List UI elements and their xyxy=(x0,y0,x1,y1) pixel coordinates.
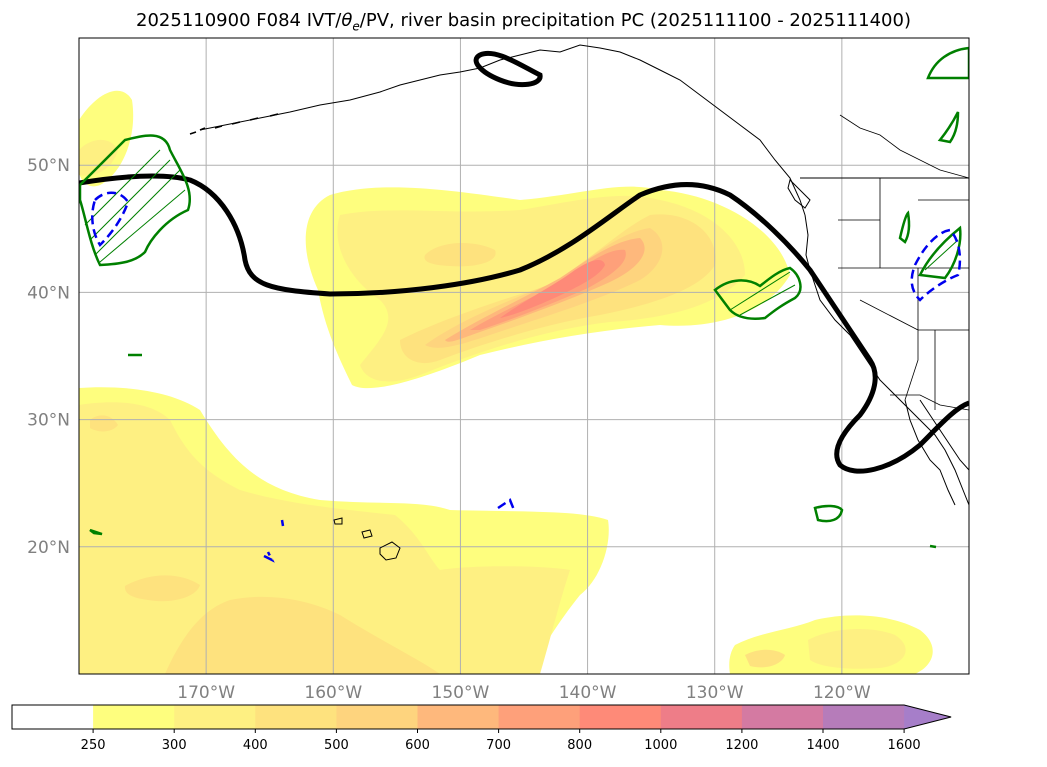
graticule xyxy=(79,38,969,674)
colorbar-segment xyxy=(93,705,175,729)
colorbar-segment xyxy=(174,705,256,729)
x-tick-label: 130°W xyxy=(686,683,744,703)
pv-contour xyxy=(79,51,969,474)
y-tick-label: 20°N xyxy=(27,538,70,558)
colorbar-segment xyxy=(417,705,500,729)
pc-negative-small-2 xyxy=(263,551,275,563)
colorbar-label: 1200 xyxy=(725,738,758,753)
colorbar-extend-arrow xyxy=(904,705,952,729)
colorbar-label: 250 xyxy=(81,738,106,753)
positive-pc-contours xyxy=(79,46,969,549)
alaska-interior-border xyxy=(839,114,969,179)
x-tick-label: 160°W xyxy=(304,683,362,703)
negative-pc-contours xyxy=(91,191,962,563)
x-tick-label: 120°W xyxy=(813,683,871,703)
y-axis-ticks: 20°N 30°N 40°N 50°N xyxy=(27,156,70,558)
colorbar-label: 400 xyxy=(243,738,268,753)
pc-positive-ne xyxy=(926,46,969,80)
colorbar-label: 800 xyxy=(567,738,592,753)
ivt-nw-300 xyxy=(79,139,118,176)
y-tick-label: 30°N xyxy=(27,411,70,431)
y-tick-label: 40°N xyxy=(27,283,70,303)
vancouver-island xyxy=(787,179,811,209)
ivt-sub-300 xyxy=(79,402,570,674)
hawaii-maui xyxy=(361,529,373,539)
pc-positive-small-2 xyxy=(89,528,103,536)
colorbar-label: 1000 xyxy=(644,738,677,753)
x-tick-label: 170°W xyxy=(177,683,235,703)
pc-positive-bc xyxy=(937,111,960,144)
colorbar-label: 700 xyxy=(486,738,511,753)
mexico-border xyxy=(890,394,969,411)
colorbar: 250 300 400 500 600 700 800 1000 1200 1400 1600 xyxy=(11,704,952,753)
alaska-coast xyxy=(199,44,806,216)
map-frame xyxy=(78,37,970,675)
x-tick-label: 150°W xyxy=(432,683,490,703)
us-states xyxy=(838,178,969,410)
pc-negative-small-3 xyxy=(280,519,285,527)
colorbar-segment xyxy=(579,705,662,729)
colorbar-label: 500 xyxy=(324,738,349,753)
colorbar-segment xyxy=(12,705,94,729)
pc-positive-nw xyxy=(79,134,191,267)
pv-contour-north-loop xyxy=(473,51,543,88)
hawaii-oahu xyxy=(333,517,343,525)
ivt-sub-400a xyxy=(165,596,440,674)
colorbar-segment xyxy=(255,705,337,729)
pc-positive-offshore xyxy=(713,266,802,320)
map-area xyxy=(79,38,969,674)
pc-negative-nw xyxy=(91,191,130,248)
aleutian-islands xyxy=(189,113,279,135)
colorbar-label: 1600 xyxy=(888,738,921,753)
pc-positive-small-3 xyxy=(929,544,937,549)
pc-negative-east xyxy=(910,228,962,302)
ivt-se-300 xyxy=(808,628,906,669)
y-tick-label: 50°N xyxy=(27,156,70,176)
colorbar-label: 300 xyxy=(162,738,187,753)
colorbar-segment xyxy=(741,705,824,729)
colorbar-label: 1400 xyxy=(806,738,839,753)
colorbar-segment xyxy=(660,705,743,729)
baja-california xyxy=(904,399,969,506)
pc-positive-idaho xyxy=(898,210,911,244)
ivt-sub-400c xyxy=(124,575,200,602)
ivt-se-400 xyxy=(745,649,785,668)
x-axis-ticks: 170°W 160°W 150°W 140°W 130°W 120°W xyxy=(177,683,871,703)
pc-positive-pacific xyxy=(813,504,844,523)
pc-negative-small-1 xyxy=(497,498,516,511)
colorbar-segment xyxy=(498,705,581,729)
x-tick-label: 140°W xyxy=(559,683,617,703)
positive-pc-hatching xyxy=(84,149,959,316)
colorbar-segment xyxy=(823,705,905,729)
colorbar-outline xyxy=(11,704,952,730)
pv-contour-main xyxy=(79,173,969,474)
ivt-ar-800 xyxy=(500,259,605,318)
hawaii-big-island xyxy=(379,541,401,561)
colorbar-segment xyxy=(336,705,418,729)
ivt-fill xyxy=(79,90,933,674)
colorbar-label: 600 xyxy=(405,738,430,753)
pc-positive-sierra xyxy=(918,225,962,280)
chart-title: 2025110900 F084 IVT/θe/PV, river basin p… xyxy=(136,10,911,34)
